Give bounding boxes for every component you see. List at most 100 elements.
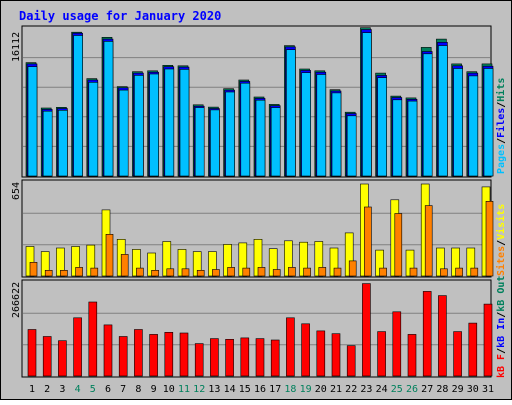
x-tick-label: 19 [300, 384, 312, 395]
y-max-label-top: 16112 [11, 32, 22, 62]
x-tick-label: 6 [105, 384, 111, 395]
bar-pages [377, 77, 387, 177]
x-axis-labels: 1 2 3 4 5 6 7 8 9 10 11 12 13 14 15 16 17 18 19 20 21 22 23 24 2… [29, 384, 494, 395]
bar-pages [286, 49, 296, 177]
bar-sites [212, 269, 220, 277]
bar-pages [149, 73, 159, 177]
bar-sites [394, 213, 403, 277]
bar-pages [255, 99, 266, 177]
bar-pages [270, 107, 281, 177]
legend-sites: Sites [495, 246, 507, 276]
bar-sites [440, 268, 448, 277]
bar-pages [422, 53, 433, 177]
x-tick-label: 21 [330, 384, 342, 395]
x-tick-label: 28 [436, 384, 448, 395]
legend-sep: / [496, 102, 507, 108]
bar-sites [75, 267, 83, 277]
bar-kbin [483, 303, 493, 377]
bar-sites [257, 267, 266, 277]
bar-sites [318, 267, 327, 277]
x-tick-label: 15 [239, 384, 251, 395]
bar-kbin [377, 331, 386, 377]
bar-sites [364, 206, 372, 277]
bar-sites [409, 267, 418, 277]
bar-sites [288, 267, 296, 277]
bar-pages [331, 92, 342, 177]
legend-sep: / [496, 138, 507, 144]
bar-pages [134, 75, 144, 177]
bar-pages [483, 68, 494, 177]
x-tick-label: 14 [224, 384, 236, 395]
legend-top: Pages/Files/Hits [495, 78, 507, 174]
legend-sep: / [496, 312, 507, 318]
bar-kbin [407, 334, 417, 377]
bar-pages [316, 74, 327, 177]
bar-kbin [73, 317, 82, 377]
bar-sites [105, 234, 114, 277]
bar-pages [438, 45, 448, 177]
bar-pages [164, 68, 175, 177]
bar-sites [60, 269, 68, 277]
legend-hits: Hits [495, 78, 507, 102]
bar-sites [455, 267, 463, 277]
bar-kbin [179, 332, 189, 377]
x-tick-label: 16 [254, 384, 266, 395]
bar-sites [120, 254, 129, 277]
bar-pages [468, 75, 479, 177]
bar-pages [179, 69, 190, 177]
bar-kbin [149, 334, 158, 377]
x-tick-label: 1 [29, 384, 35, 395]
bar-sites [181, 268, 190, 277]
bar-kbin [331, 333, 341, 377]
bar-pages [210, 109, 220, 177]
x-tick-label: 12 [193, 384, 205, 395]
bar-sites [424, 205, 433, 277]
bar-pages [73, 35, 83, 177]
bar-pages [407, 100, 418, 177]
x-tick-label: 3 [59, 384, 65, 395]
bar-kbin [422, 291, 432, 377]
x-tick-label: 9 [151, 384, 157, 395]
y-max-label-middle: 654 [11, 182, 22, 200]
bar-kbin [134, 329, 143, 377]
bar-kbin [210, 338, 219, 377]
legend-middle: Sites/Visits [495, 204, 507, 276]
bar-sites [470, 267, 479, 277]
bar-kbin [118, 336, 128, 377]
legend-kbin: kB In [496, 318, 507, 348]
x-tick-label: 30 [467, 384, 479, 395]
x-tick-label: 4 [75, 384, 81, 395]
bar-sites [136, 267, 144, 277]
bar-kbin [453, 331, 462, 377]
bar-pages [392, 99, 403, 177]
legend-files: Files [495, 108, 507, 138]
bar-kbin [58, 340, 67, 377]
x-tick-label: 23 [360, 384, 372, 395]
bar-kbin [362, 283, 371, 377]
bar-sites [348, 260, 357, 277]
bar-kbin [164, 331, 174, 377]
x-tick-label: 24 [376, 384, 388, 395]
bar-kbin [194, 343, 204, 377]
bar-kbin [103, 324, 113, 377]
x-tick-label: 10 [163, 384, 175, 395]
bar-kbin [392, 311, 402, 377]
x-tick-label: 8 [135, 384, 141, 395]
bar-sites [379, 267, 387, 277]
bar-sites [166, 268, 175, 277]
x-tick-label: 7 [120, 384, 126, 395]
chart-title: Daily usage for January 2020 [19, 9, 221, 23]
bar-pages [27, 66, 38, 177]
x-tick-label: 18 [284, 384, 296, 395]
bar-pages [453, 68, 463, 177]
bar-kbin [438, 295, 447, 377]
bar-kbin [27, 329, 37, 377]
legend-visits: Visits [495, 204, 507, 240]
bar-pages [346, 115, 357, 177]
bar-sites [44, 269, 53, 277]
x-tick-label: 25 [391, 384, 403, 395]
bar-pages [301, 72, 311, 177]
bar-kbin [225, 338, 234, 377]
bar-kbin [346, 345, 356, 377]
